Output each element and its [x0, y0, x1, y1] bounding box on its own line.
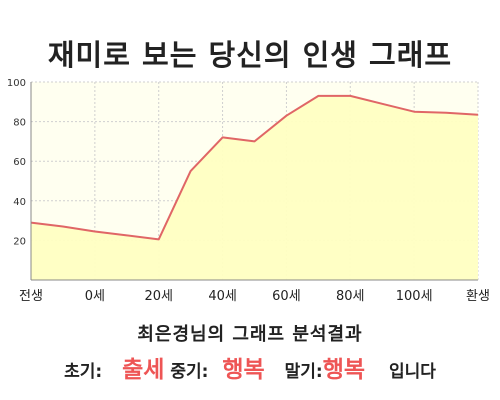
series-line: [30, 94, 479, 241]
early-label: 초기:: [64, 362, 103, 382]
late-label: 말기:: [284, 362, 323, 382]
analysis-heading: 최은경님의 그래프 분석결과: [137, 324, 363, 345]
x-tick-label: 20세: [144, 289, 173, 304]
y-tick-label: 20: [13, 236, 26, 247]
late-value: 행복: [322, 357, 366, 383]
y-tick-label: 60: [13, 157, 26, 168]
x-tick-label: 100세: [396, 289, 433, 304]
x-tick-label: 환생: [466, 289, 490, 304]
analysis-result: 초기: 출세 중기: 행복 말기:행복 입니다: [0, 350, 500, 384]
x-tick-label: 60세: [272, 289, 301, 304]
x-tick-label: 전생: [19, 289, 43, 304]
y-tick-label: 40: [13, 197, 26, 208]
early-value: 출세: [122, 357, 165, 383]
y-tick-labels: 20 40 60 80 100: [7, 78, 26, 247]
x-tick-label: 80세: [336, 289, 365, 304]
x-tick-label: 40세: [208, 289, 237, 304]
chart-title: 재미로 보는 당신의 인생 그래프: [47, 38, 453, 72]
middle-label: 중기:: [170, 362, 209, 382]
area-fill: [31, 95, 478, 281]
axes: [30, 82, 478, 281]
y-tick-label: 100: [7, 78, 26, 89]
y-tick-label: 80: [13, 118, 26, 129]
x-tick-labels: 전생 0세 20세 40세 60세 80세 100세 환생: [19, 289, 490, 304]
middle-value: 행복: [222, 357, 265, 383]
x-tick-label: 0세: [85, 289, 105, 304]
result-ending: 입니다: [388, 362, 436, 382]
